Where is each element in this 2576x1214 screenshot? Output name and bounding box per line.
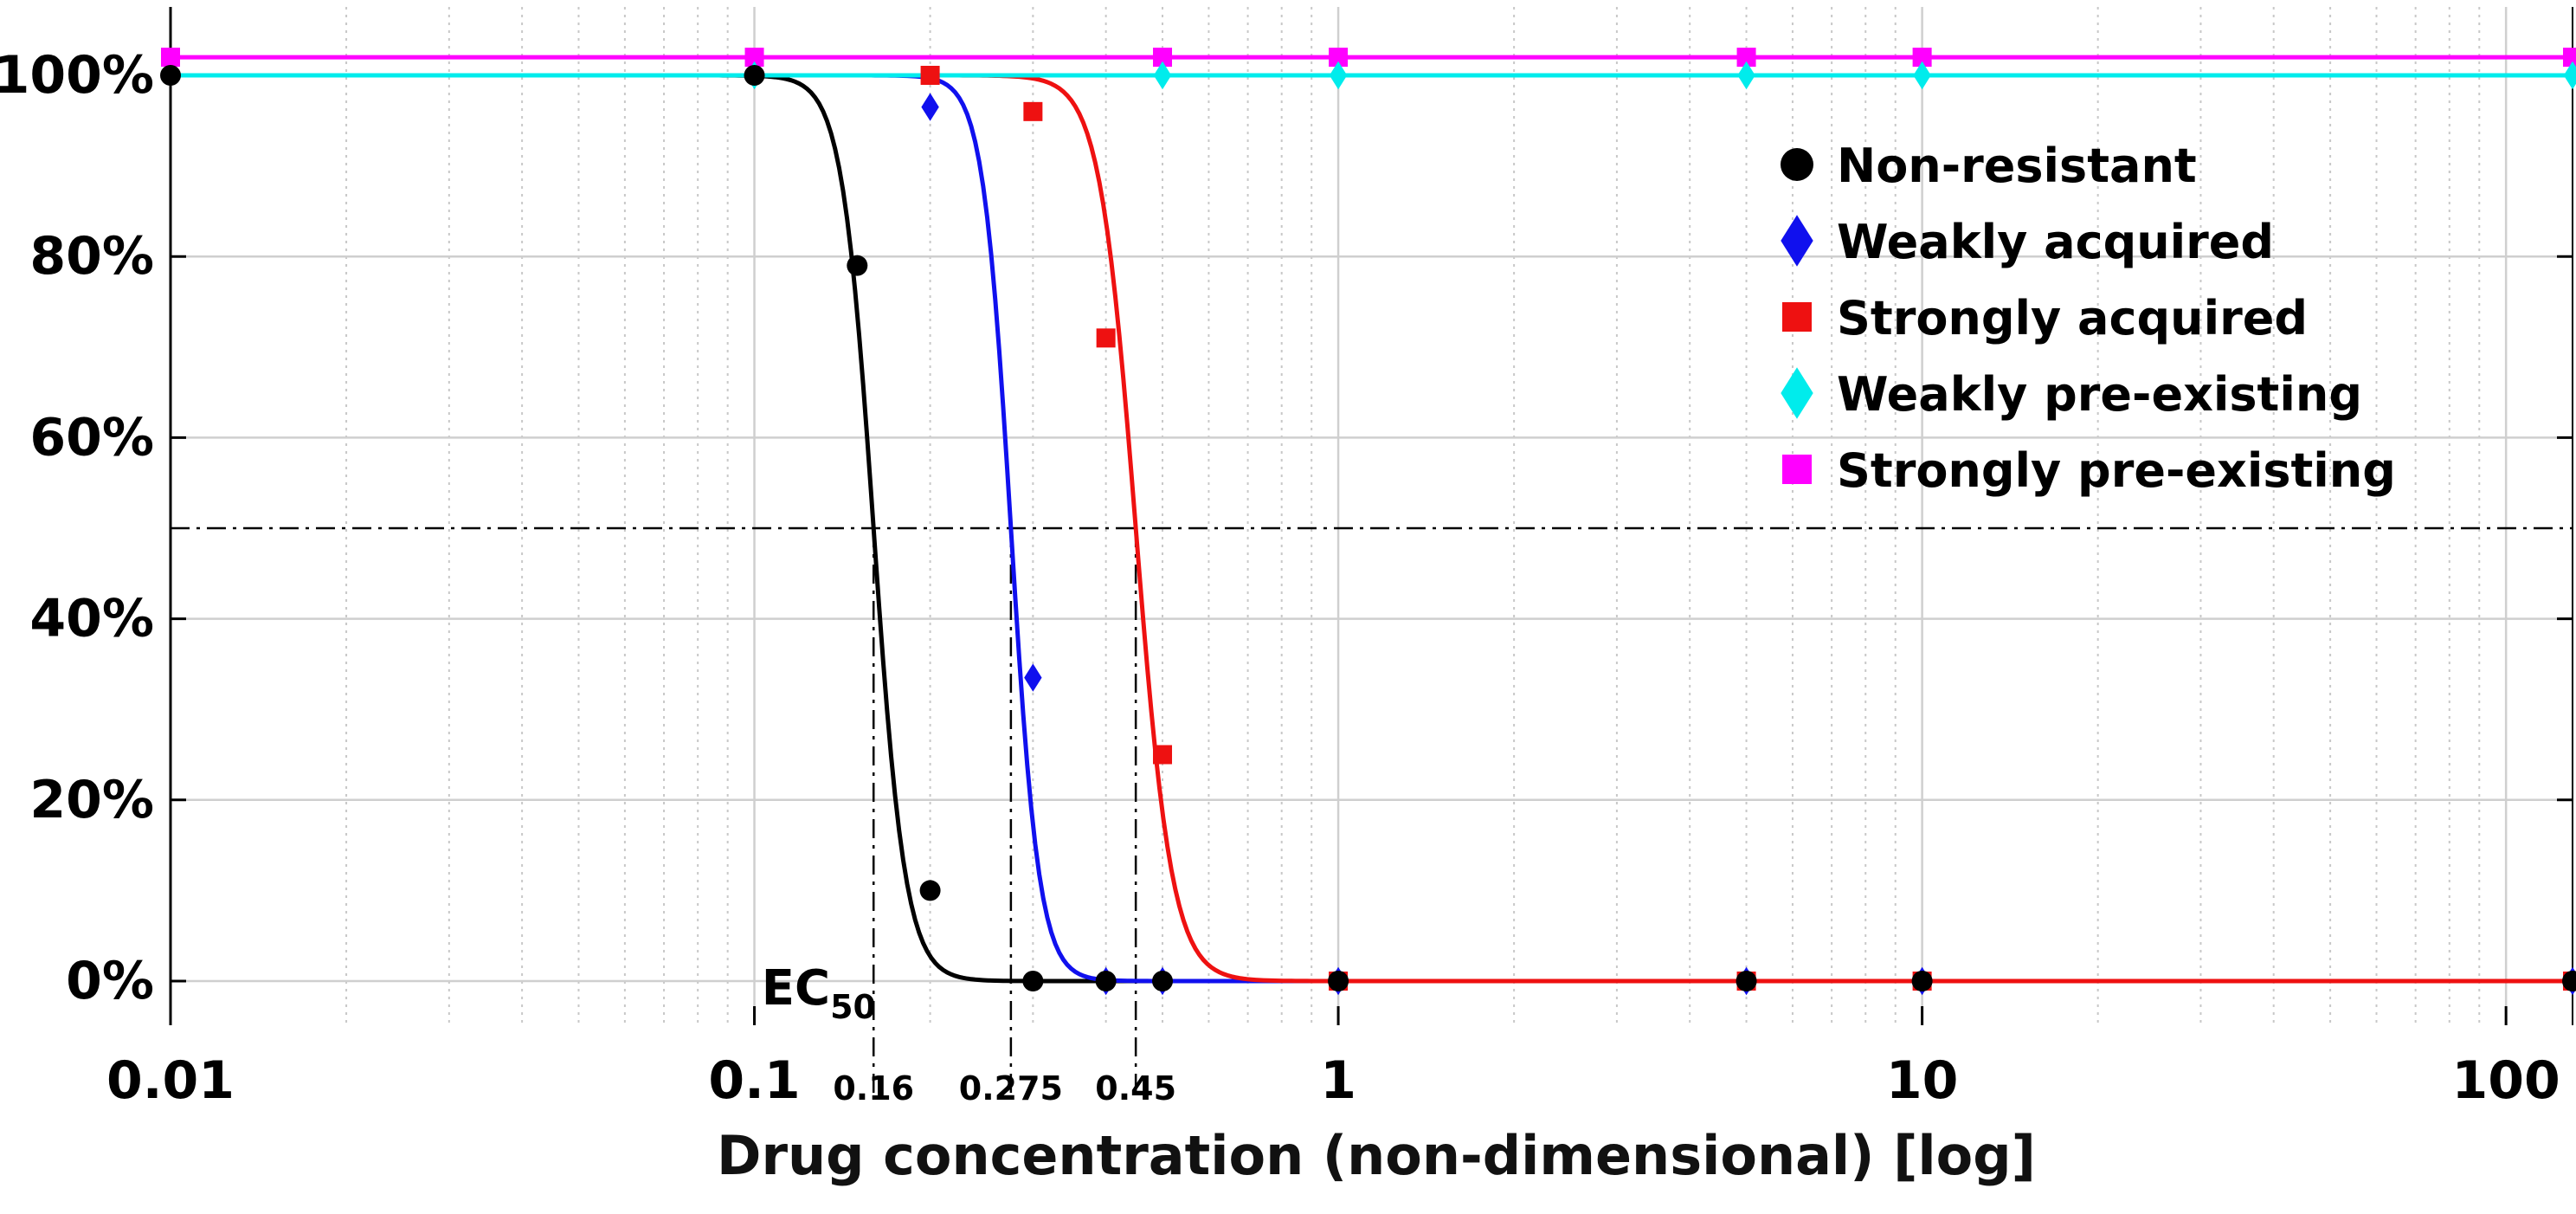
legend-label: Weakly acquired	[1837, 215, 2274, 269]
legend-marker	[1781, 215, 1813, 267]
data-point	[160, 65, 181, 86]
data-points	[160, 48, 2576, 996]
legend-label: Strongly acquired	[1837, 291, 2308, 345]
data-point	[1153, 61, 1172, 90]
legend-marker	[1781, 148, 1813, 181]
data-point	[1912, 48, 1932, 68]
tick-labels: 0.16 0.275 0.45 0.01 0.1 1 10 100 0% 20% 40% 60% 80%…	[0, 45, 2560, 1111]
y-tick-label: 20%	[29, 770, 154, 830]
data-point	[1023, 101, 1043, 121]
y-tick-label: 100%	[0, 45, 154, 106]
data-point	[1022, 971, 1044, 991]
legend-marker	[1782, 302, 1812, 332]
data-point	[2562, 971, 2576, 991]
data-point	[1024, 663, 1042, 692]
data-point	[1737, 61, 1755, 90]
data-point	[1328, 971, 1349, 991]
data-point	[744, 65, 765, 86]
y-tick-label: 60%	[29, 407, 154, 468]
legend-label: Strongly pre-existing	[1837, 443, 2396, 498]
x-tick-label: 1	[1320, 1050, 1356, 1111]
data-point	[920, 66, 940, 85]
axes	[169, 7, 2573, 1025]
data-point	[744, 48, 764, 68]
ec50-guides: EC50	[171, 526, 2573, 1093]
legend-label: Weakly pre-existing	[1837, 367, 2362, 422]
data-point	[1913, 61, 1931, 90]
ec50-label: EC50	[762, 960, 876, 1026]
data-point	[1911, 971, 1933, 991]
x-tick-label: 0.1	[708, 1050, 800, 1111]
x-tick-label: 100	[2452, 1050, 2560, 1111]
data-point	[847, 255, 868, 276]
y-tick-label: 40%	[29, 589, 154, 649]
legend-label: Non-resistant	[1837, 139, 2197, 193]
x-tick-label: 10	[1886, 1050, 1959, 1111]
ec50-value-label: 0.45	[1095, 1069, 1176, 1107]
legend-marker	[1782, 455, 1812, 484]
data-point	[1095, 971, 1117, 991]
data-point	[161, 48, 180, 68]
y-tick-label: 0%	[66, 951, 154, 1011]
legend: Non-resistant Weakly acquired Strongly acq…	[1781, 139, 2396, 498]
ec50-value-label: 0.275	[959, 1069, 1063, 1107]
x-tick-label: 0.01	[106, 1050, 235, 1111]
data-point	[1153, 745, 1173, 765]
fit-curves	[171, 55, 2573, 984]
data-point	[1096, 328, 1116, 348]
data-point	[1329, 48, 1349, 68]
data-point	[1736, 48, 1756, 68]
data-point	[1736, 971, 1757, 991]
x-axis-label: Drug concentration (non-dimensional) [lo…	[717, 1124, 2036, 1187]
grid	[169, 7, 2573, 1025]
ec50-value-label: 0.16	[833, 1069, 914, 1107]
legend-marker	[1781, 367, 1813, 419]
data-point	[2563, 61, 2576, 90]
data-point	[1153, 48, 1173, 68]
data-point	[921, 93, 939, 121]
y-tick-label: 80%	[29, 226, 154, 287]
data-point	[919, 880, 941, 901]
data-point	[1329, 61, 1348, 90]
data-point	[1152, 971, 1174, 991]
